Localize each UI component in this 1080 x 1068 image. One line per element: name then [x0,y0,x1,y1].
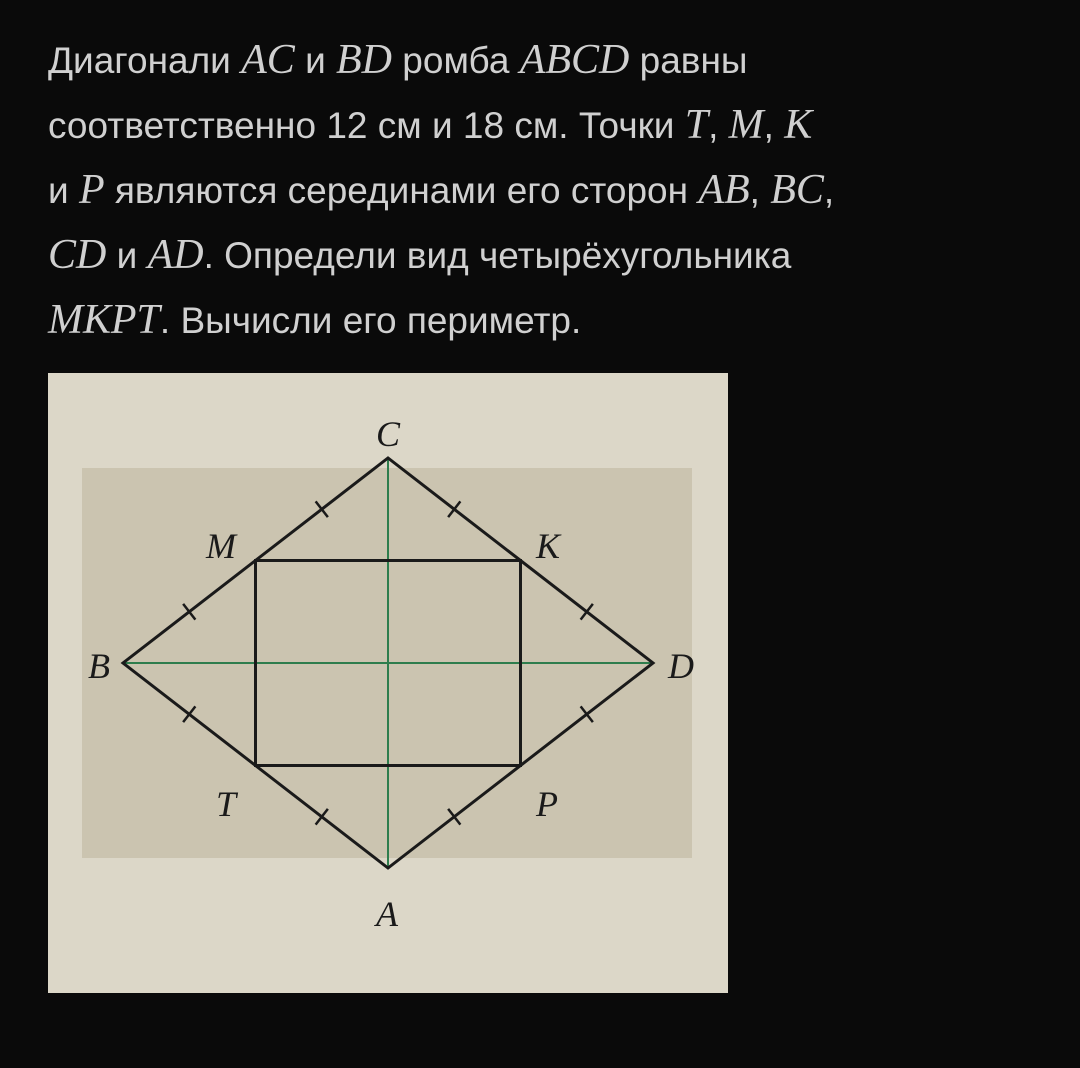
text: , [708,105,729,146]
var-mkpt: МКРТ [48,297,160,343]
vertex-label-k: K [536,525,560,567]
problem-statement: Диагонали AC и BD ромба ABCD равны соотв… [48,28,1032,353]
text: . Вычисли его периметр. [160,300,581,341]
text: и [106,235,147,276]
text: ромба [392,40,520,81]
var-cd: CD [48,232,106,278]
vertex-label-b: B [88,645,110,687]
vertex-label-c: C [376,413,400,455]
geometry-diagram: A B C D T M K P [48,373,728,993]
vertex-label-m: M [206,525,236,567]
var-bd: BD [336,37,392,83]
text: равны [629,40,747,81]
var-p: P [79,167,105,213]
text: являются серединами его сторон [105,170,699,211]
var-bc: BC [770,167,824,213]
vertex-label-t: T [216,783,236,825]
var-ad: AD [148,232,204,278]
var-m: M [729,102,764,148]
vertex-label-p: P [536,783,558,825]
diagonals-group [123,458,653,868]
vertex-label-d: D [668,645,694,687]
var-ab: AB [698,167,749,213]
text: . Определи вид четырёхугольника [204,235,792,276]
vertex-label-a: A [376,893,398,935]
var-ac: AC [241,37,295,83]
text: Диагонали [48,40,241,81]
text: , [824,170,834,211]
var-abcd: ABCD [520,37,630,83]
text: и [48,170,79,211]
text: , [750,170,771,211]
var-t: T [685,102,708,148]
text: и [295,40,336,81]
var-k: К [784,102,812,148]
text: , [764,105,785,146]
text: соответственно 12 см и 18 см. Точки [48,105,685,146]
